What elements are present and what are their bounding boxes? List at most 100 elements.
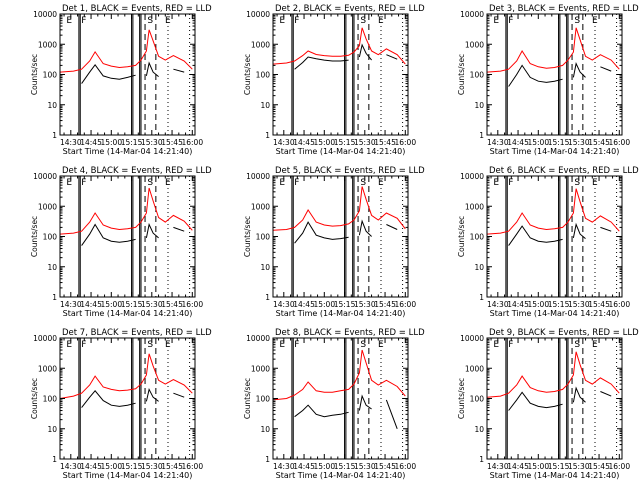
y-axis-label: Counts/sec [243,54,252,95]
x-tick-label: 14:30 [60,138,82,147]
x-tick-label: 15:00 [100,462,122,471]
y-tick-label: 10000 [246,172,270,181]
y-axis-label: Counts/sec [30,216,39,257]
y-tick-label: 100 [470,395,485,404]
region-label: E [66,178,72,188]
x-tick-label: 15:30 [141,138,163,147]
x-tick-label: 14:45 [507,138,529,147]
lld-series-line [59,29,193,73]
events-series-line [508,222,612,246]
x-tick-label: 15:45 [374,300,396,309]
x-tick-label: 15:30 [568,138,590,147]
y-tick-label: 10 [260,425,270,434]
x-tick-label: 15:45 [374,462,396,471]
panel-title: Det 6, BLACK = Events, RED = LLD [489,166,639,176]
panel-title: Det 4, BLACK = Events, RED = LLD [62,166,212,176]
region-label: E [66,16,72,26]
region-label: E [493,340,499,350]
region-label: F [81,340,86,350]
x-tick-label: 14:30 [273,462,295,471]
x-tick-label: 15:00 [527,138,549,147]
y-tick-label: 10000 [33,334,57,343]
x-tick-label: 14:30 [60,462,82,471]
x-tick-label: 15:00 [313,138,335,147]
y-tick-label: 100 [43,71,58,80]
x-tick-label: 15:30 [141,462,163,471]
y-tick-label: 10 [260,101,270,110]
region-label: E [592,178,598,188]
y-tick-label: 10 [47,425,57,434]
x-tick-label: 15:00 [527,462,549,471]
x-axis-label: Start Time (14-Mar-04 14:21:40) [490,309,620,318]
x-tick-label: 14:45 [293,300,315,309]
panel-title: Det 8, BLACK = Events, RED = LLD [275,328,425,338]
region-label: E [165,340,171,350]
y-tick-label: 10000 [246,334,270,343]
x-tick-label: 15:15 [334,462,356,471]
x-tick-label: 14:45 [293,462,315,471]
events-series-line [294,43,398,70]
region-label: S [147,16,153,26]
region-label: F [508,16,513,26]
x-tick-label: 15:45 [161,462,183,471]
x-tick-label: 15:15 [548,138,570,147]
x-tick-label: 16:00 [608,300,630,309]
y-axis-label: Counts/sec [30,54,39,95]
region-label: F [294,340,299,350]
y-tick-label: 100 [256,395,271,404]
x-tick-label: 15:15 [121,300,143,309]
y-tick-label: 1 [52,131,57,140]
lld-series-line [59,187,193,235]
region-label: S [147,178,153,188]
x-tick-label: 14:45 [293,138,315,147]
region-label: S [360,178,366,188]
x-axis-label: Start Time (14-Mar-04 14:21:40) [276,309,406,318]
x-tick-label: 15:30 [568,462,590,471]
x-tick-label: 14:45 [507,300,529,309]
events-series-line [81,61,185,84]
y-tick-label: 1000 [38,364,57,373]
region-label: F [294,178,299,188]
x-tick-label: 15:30 [141,300,163,309]
x-tick-label: 15:45 [161,300,183,309]
region-label: F [508,178,513,188]
x-tick-label: 16:00 [394,138,416,147]
x-tick-label: 15:00 [100,300,122,309]
x-tick-label: 15:15 [121,138,143,147]
region-label: E [165,16,171,26]
x-tick-label: 14:45 [80,462,102,471]
y-tick-label: 10 [47,263,57,272]
x-tick-label: 15:30 [354,462,376,471]
x-tick-label: 15:00 [313,300,335,309]
lld-series-line [486,188,620,235]
x-tick-label: 15:30 [568,300,590,309]
y-tick-label: 10 [260,263,270,272]
region-label: S [574,16,580,26]
x-tick-label: 15:15 [334,300,356,309]
lld-series-line [59,353,193,399]
x-tick-label: 15:00 [527,300,549,309]
panel-title: Det 3, BLACK = Events, RED = LLD [489,4,639,14]
x-tick-label: 15:00 [313,462,335,471]
y-tick-label: 100 [43,395,58,404]
panel-title: Det 9, BLACK = Events, RED = LLD [489,328,639,338]
x-axis-label: Start Time (14-Mar-04 14:21:40) [490,147,620,156]
y-axis-label: Counts/sec [243,378,252,419]
y-tick-label: 10000 [33,10,57,19]
events-series-line [81,222,185,246]
region-label: S [360,340,366,350]
x-tick-label: 15:15 [548,300,570,309]
y-tick-label: 1000 [38,40,57,49]
x-tick-label: 16:00 [394,300,416,309]
y-tick-label: 1000 [251,364,270,373]
region-label: E [378,16,384,26]
x-tick-label: 16:00 [181,300,203,309]
y-tick-label: 10000 [460,334,484,343]
region-label: E [279,16,285,26]
region-label: F [508,340,513,350]
region-label: E [493,16,499,26]
